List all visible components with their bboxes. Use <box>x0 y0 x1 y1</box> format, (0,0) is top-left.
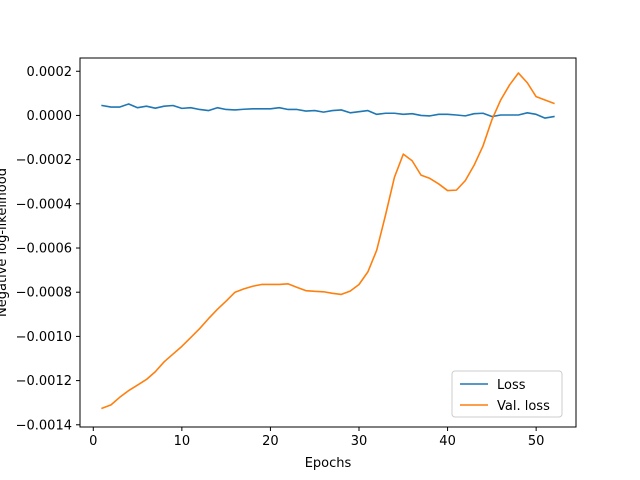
x-tick-label: 10 <box>174 434 191 449</box>
legend: Loss Val. loss <box>451 370 563 418</box>
x-tick-label: 40 <box>439 434 456 449</box>
y-tick-label: −0.0012 <box>16 374 72 389</box>
y-tick-label: −0.0010 <box>16 330 72 345</box>
x-tick-label: 50 <box>528 434 545 449</box>
y-tick-label: 0.0000 <box>27 109 73 124</box>
x-axis-label: Epochs <box>305 456 352 471</box>
y-tick-label: −0.0008 <box>16 286 72 301</box>
x-tick-label: 20 <box>262 434 279 449</box>
series-line-0 <box>101 103 555 119</box>
series-line-1 <box>101 72 555 410</box>
y-tick-label: −0.0006 <box>16 242 72 257</box>
y-tick-label: −0.0002 <box>16 153 72 168</box>
y-tick-label: −0.0014 <box>16 418 72 433</box>
x-axis-ticks: 0 10 20 30 40 50 <box>89 427 544 449</box>
axes-frame <box>79 57 577 428</box>
y-tick-label: 0.0002 <box>27 65 73 80</box>
legend-label: Val. loss <box>497 399 550 414</box>
y-axis-label: Negative log-likelihood <box>0 168 10 317</box>
y-tick-label: −0.0004 <box>16 197 72 212</box>
x-tick-label: 0 <box>89 434 97 449</box>
x-tick-label: 30 <box>351 434 368 449</box>
y-axis-ticks: 0.0002 0.0000 −0.0002 −0.0004 −0.0006 −0.0008… <box>16 65 80 433</box>
legend-label: Loss <box>497 378 526 393</box>
series-layer <box>101 72 555 410</box>
